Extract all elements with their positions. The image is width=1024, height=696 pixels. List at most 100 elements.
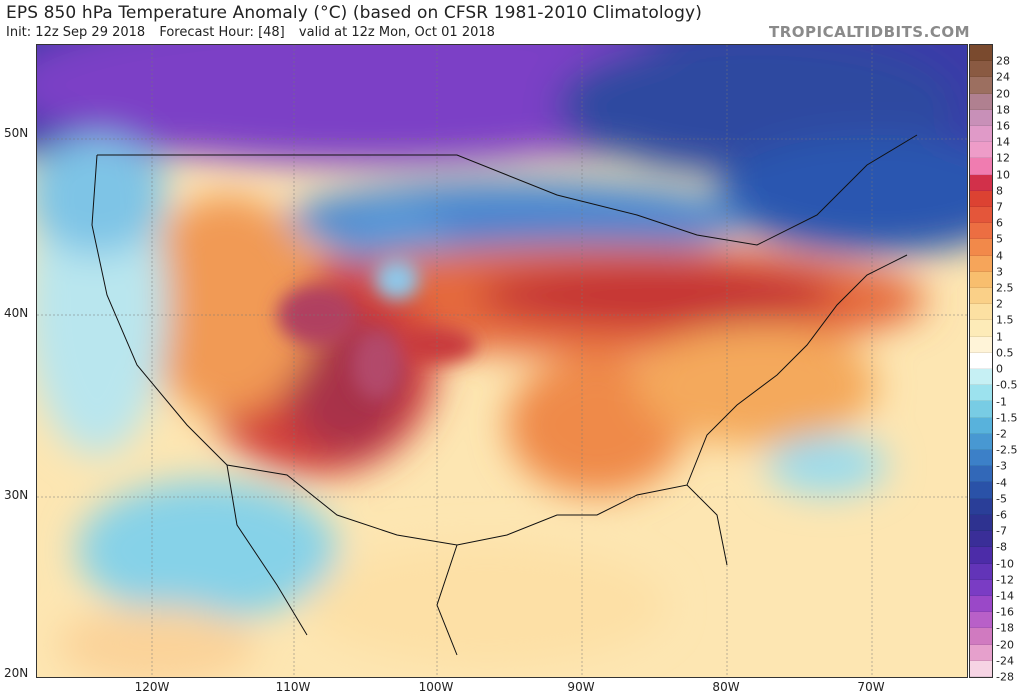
colorbar-swatch [970, 352, 992, 370]
colorbar-label: 24 [996, 70, 1010, 84]
anomaly-field [37, 45, 967, 677]
colorbar-swatch [970, 628, 992, 645]
colorbar-label: 2.5 [996, 281, 1014, 295]
colorbar-swatch [970, 304, 992, 321]
colorbar-label: 14 [996, 135, 1010, 149]
map-title: EPS 850 hPa Temperature Anomaly (°C) (ba… [6, 3, 702, 23]
lon-label-70w: 70W [857, 680, 885, 694]
colorbar-label: -7 [996, 524, 1007, 538]
map-canvas [37, 45, 967, 677]
colorbar-label: -16 [996, 605, 1014, 619]
colorbar-label: 0 [996, 362, 1003, 376]
colorbar-label: 6 [996, 216, 1003, 230]
colorbar-swatch [970, 288, 992, 305]
colorbar-label: 16 [996, 119, 1010, 133]
colorbar-swatch [970, 61, 992, 78]
colorbar-label: -6 [996, 508, 1007, 522]
colorbar-swatch [970, 336, 992, 353]
colorbar-swatch [970, 595, 992, 613]
colorbar-label: 2 [996, 297, 1003, 311]
lon-label-120w: 120W [134, 680, 170, 694]
boundaries [91, 134, 918, 656]
colorbar-label: 18 [996, 103, 1010, 117]
colorbar-label: 8 [996, 184, 1003, 198]
colorbar-swatch [970, 158, 992, 175]
colorbar-label: -3 [996, 459, 1007, 473]
colorbar-swatch [970, 126, 992, 143]
colorbar-swatch [970, 239, 992, 256]
colorbar-swatch [970, 612, 992, 629]
colorbar-label: -12 [996, 573, 1014, 587]
forecast-hour: Forecast Hour: [48] [159, 25, 285, 40]
colorbar-swatch [970, 223, 992, 240]
colorbar-label: 3 [996, 265, 1003, 279]
valid-time: valid at 12z Mon, Oct 01 2018 [298, 25, 495, 40]
colorbar-swatch [970, 498, 992, 515]
colorbar-swatch [970, 579, 992, 596]
colorbar-swatch [970, 207, 992, 224]
map-subtitle: Init: 12z Sep 29 2018 Forecast Hour: [48… [6, 25, 505, 40]
colorbar-label: -4 [996, 476, 1007, 490]
colorbar-swatch [970, 93, 992, 110]
colorbar-label: 0.5 [996, 346, 1014, 360]
colorbar-label: -10 [996, 557, 1014, 571]
colorbar-label: -14 [996, 589, 1014, 603]
colorbar-label: 4 [996, 249, 1003, 263]
colorbar-label: 28 [996, 54, 1010, 68]
colorbar-label: 5 [996, 232, 1003, 246]
colorbar-swatch [970, 466, 992, 483]
lon-label-100w: 100W [418, 680, 454, 694]
colorbar-swatch [970, 271, 992, 289]
colorbar-swatch [970, 417, 992, 434]
lat-label-20n: 20N [4, 666, 29, 680]
colorbar-swatch [970, 450, 992, 467]
anomaly-map [36, 44, 968, 678]
colorbar-swatch [970, 320, 992, 337]
colorbar-swatch [970, 109, 992, 127]
colorbar [969, 44, 993, 678]
lon-label-90w: 90W [567, 680, 595, 694]
colorbar-swatch [970, 174, 992, 191]
colorbar-swatch [970, 547, 992, 564]
lat-label-50n: 50N [4, 126, 29, 140]
colorbar-swatch [970, 660, 992, 677]
colorbar-swatch [970, 369, 992, 386]
colorbar-label: -20 [996, 638, 1014, 652]
header: EPS 850 hPa Temperature Anomaly (°C) (ba… [0, 0, 1024, 44]
colorbar-swatch [970, 482, 992, 499]
colorbar-swatch [970, 563, 992, 580]
colorbar-label: 12 [996, 151, 1010, 165]
colorbar-label: -24 [996, 654, 1014, 668]
colorbar-label: -18 [996, 621, 1014, 635]
colorbar-label: -28 [996, 670, 1014, 684]
colorbar-swatch [970, 531, 992, 548]
colorbar-swatch [970, 190, 992, 208]
brand-watermark: TROPICALTIDBITS.COM [769, 23, 970, 41]
colorbar-label: -0.5 [996, 378, 1018, 392]
colorbar-swatch [970, 385, 992, 402]
colorbar-label: -2.5 [996, 443, 1018, 457]
colorbar-label: 20 [996, 87, 1010, 101]
colorbar-label: -8 [996, 540, 1007, 554]
colorbar-label: -5 [996, 492, 1007, 506]
colorbar-label: -1 [996, 395, 1007, 408]
colorbar-label: 1.5 [996, 313, 1014, 327]
colorbar-swatch [970, 514, 992, 532]
lat-label-30n: 30N [4, 488, 29, 502]
colorbar-swatch [970, 433, 992, 451]
colorbar-swatch [970, 401, 992, 418]
colorbar-swatch [970, 255, 992, 272]
graticule [37, 45, 967, 677]
colorbar-label: 7 [996, 200, 1003, 214]
colorbar-label: -2 [996, 427, 1007, 441]
lon-label-110w: 110W [275, 680, 311, 694]
colorbar-swatch [970, 77, 992, 94]
lat-label-40n: 40N [4, 306, 29, 320]
colorbar-label: 1 [996, 330, 1003, 344]
colorbar-label: -1.5 [996, 411, 1018, 425]
colorbar-label: 10 [996, 168, 1010, 182]
init-time: Init: 12z Sep 29 2018 [6, 25, 146, 40]
colorbar-swatch [970, 45, 992, 62]
colorbar-swatch [970, 644, 992, 661]
lon-label-80w: 80W [712, 680, 740, 694]
